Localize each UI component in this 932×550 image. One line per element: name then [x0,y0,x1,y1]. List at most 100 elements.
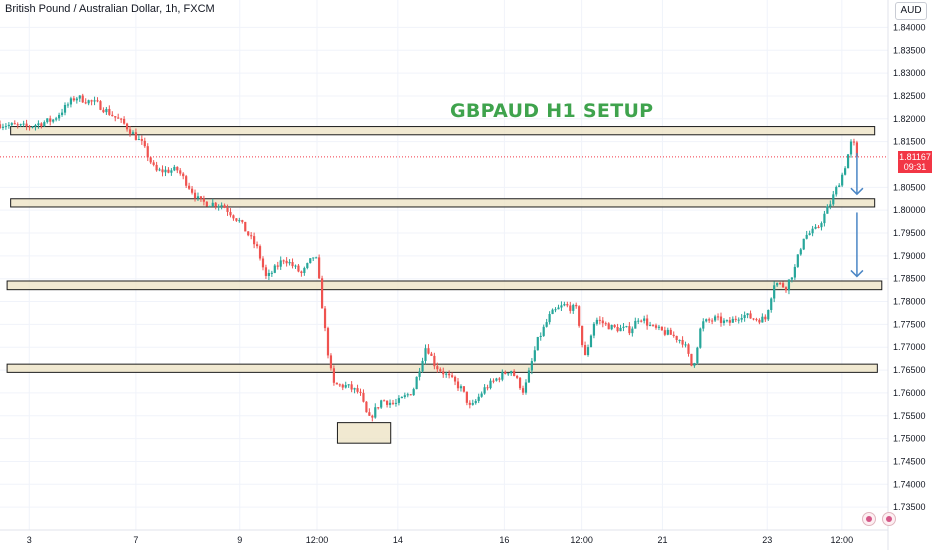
candle-body [264,267,268,276]
candle-body [13,123,16,125]
candle-body [631,328,634,334]
candle-body [495,378,498,381]
candle-body [320,278,324,309]
candle-body [604,323,607,325]
candles [0,93,859,422]
time-axis[interactable]: 3 7 9 12:00 14 16 12:00 21 23 12:00 [27,535,853,545]
candle-body [329,355,333,369]
candle-body [120,118,123,120]
candle-body [767,309,770,320]
candle-body [589,335,593,348]
candle-body [341,384,344,388]
candle-body [436,366,439,370]
candle-body [711,320,714,322]
candle-body [696,347,699,364]
candle-body [459,386,463,389]
candle-body [622,326,625,328]
candle-body [669,329,672,335]
candle-body [844,168,847,175]
candle-body [521,388,525,393]
candle-body [128,129,132,134]
candle-body [87,100,90,104]
candle-body [743,315,746,318]
candle-body [681,339,684,345]
candle-body [548,314,551,323]
candle-body [371,415,374,418]
candle-body [663,330,666,335]
candle-body [318,257,321,279]
candle-body [22,123,25,125]
candle-body [57,114,61,119]
y-tick-label: 1.83500 [893,45,926,55]
candle-body [155,164,158,171]
globe-icon[interactable] [862,512,876,526]
candle-body [16,124,19,126]
candle-body [646,318,649,326]
candle-body [498,378,501,380]
candle-body [1,126,5,128]
candle-body [202,198,205,202]
candle-body [581,325,584,346]
currency-badge[interactable]: AUD [895,2,927,20]
candle-body [539,335,542,338]
candle-body [179,170,182,174]
candle-body [326,328,330,356]
candle-body [164,169,167,173]
candle-body [344,385,347,388]
candle-body [716,316,720,318]
candle-body [648,324,652,326]
candle-body [841,174,844,186]
sr-zone[interactable] [10,126,876,136]
candle-body [19,124,22,126]
sr-zone[interactable] [6,280,883,291]
candle-body [808,233,811,235]
y-tick-label: 1.74500 [893,456,926,466]
candle-body [31,126,34,128]
candle-body [433,355,436,367]
y-tick-label: 1.79500 [893,228,926,238]
candle-body [524,382,528,393]
candle-body [835,187,838,195]
sr-zone[interactable] [6,363,878,373]
candle-body [702,321,705,329]
price-axis[interactable]: 1.84000 1.83500 1.83000 1.82500 1.82000 1.815… [893,22,926,512]
candle-body [143,140,146,147]
candle-body [737,319,740,321]
candle-body [199,196,203,199]
candle-body [826,206,829,214]
candle-body [270,272,273,274]
candle-body [566,304,569,306]
candle-body [758,319,761,323]
candle-body [551,309,554,315]
candle-body [161,169,164,173]
candle-body [0,124,2,128]
candle-body [687,344,690,354]
candle-body [790,277,794,280]
candle-body [102,109,105,113]
sr-zone[interactable] [10,198,876,208]
candle-body [394,402,398,404]
candle-body [545,322,548,327]
flag-icon[interactable] [882,512,897,526]
candle-body [453,376,457,382]
arrows [850,153,864,278]
candle-body [267,273,270,276]
down-arrow-icon[interactable] [850,212,864,278]
x-tick-label: 12:00 [831,535,854,545]
candle-body [486,387,489,389]
candle-body [303,268,306,274]
candle-body [238,220,241,222]
candle-body [578,306,581,326]
candle-body [374,407,377,418]
candle-body [601,320,604,324]
candle-body [356,388,359,392]
candle-body [276,265,279,267]
sr-zone[interactable] [336,422,392,444]
footer-icons [862,512,898,528]
candle-body [811,228,814,234]
candle-body [640,320,643,322]
candle-body [746,313,749,316]
down-arrow-icon[interactable] [850,153,864,196]
candle-body [814,226,817,229]
